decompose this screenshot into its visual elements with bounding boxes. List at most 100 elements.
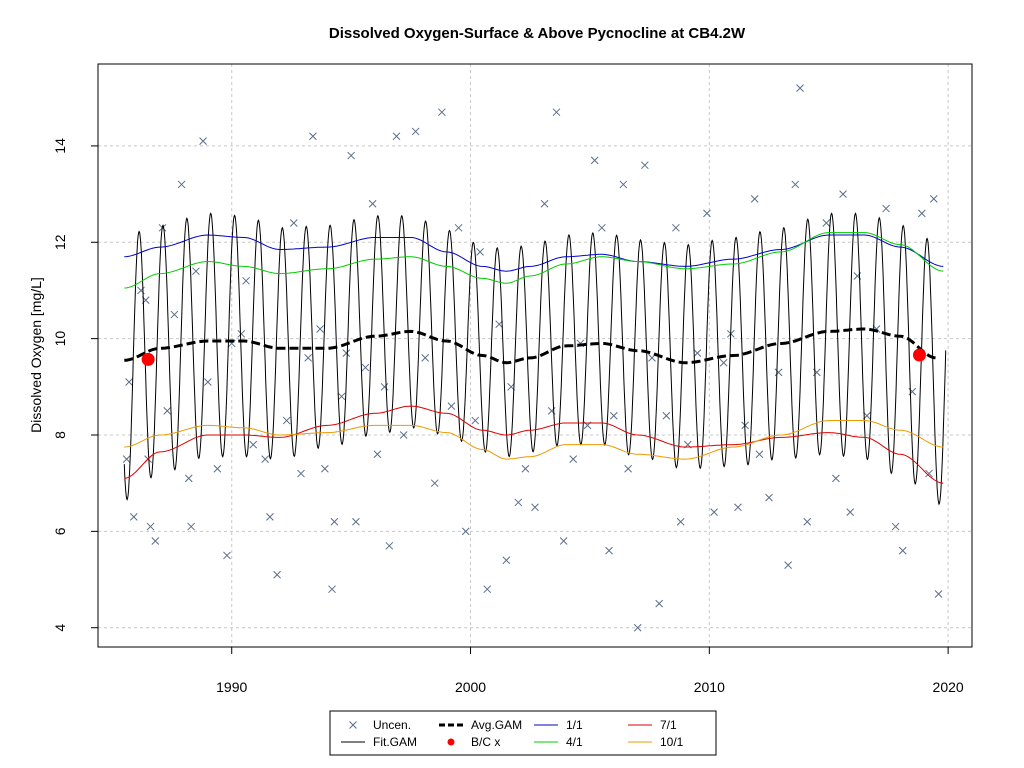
uncensored-point-101 <box>839 190 847 198</box>
series-line-71 <box>124 405 944 484</box>
uncensored-point-12 <box>184 474 193 483</box>
uncensored-point-78 <box>655 599 664 608</box>
uncensored-point-54 <box>476 248 484 256</box>
axes: 1990 2000 2010 2020 4 6 8 10 12 14 <box>52 138 964 695</box>
legend-label-7: 10/1 <box>660 735 684 749</box>
uncensored-point-13 <box>187 522 195 531</box>
uncensored-point-17 <box>213 464 222 473</box>
uncensored-point-1 <box>125 378 133 386</box>
uncensored-point-56 <box>495 320 504 329</box>
legend-label-2: 1/1 <box>566 718 583 732</box>
uncensored-point-28 <box>297 469 305 478</box>
uncensored-point-62 <box>540 199 549 208</box>
uncensored-point-93 <box>774 368 783 377</box>
uncensored-point-7 <box>151 537 160 545</box>
x-tick-label-0: 1990 <box>216 679 247 695</box>
y-tick-label-1: 6 <box>52 527 68 535</box>
uncensored-point-110 <box>917 209 926 218</box>
uncensored-point-41 <box>373 450 382 459</box>
uncensored-point-81 <box>676 517 685 526</box>
uncensored-point-74 <box>624 464 632 473</box>
uncensored-point-92 <box>765 493 773 502</box>
uncensored-point-33 <box>328 585 336 594</box>
legend: Uncen. Avg.GAM 1/1 7/1 Fit.GAM B/C x 4/1 10/1 <box>329 710 717 756</box>
uncensored-point-69 <box>590 156 599 165</box>
uncensored-point-23 <box>261 455 270 463</box>
uncensored-point-40 <box>368 199 377 208</box>
y-tick-label-2: 8 <box>52 431 68 439</box>
uncensored-point-24 <box>266 513 274 521</box>
uncensored-point-108 <box>898 546 907 555</box>
uncensored-point-86 <box>719 358 728 367</box>
x-tick-label-1: 2000 <box>455 679 486 695</box>
uncensored-point-11 <box>177 180 186 189</box>
bc-point-0 <box>141 352 155 366</box>
uncensored-point-55 <box>483 585 492 594</box>
uncensored-point-46 <box>411 127 420 136</box>
uncensored-point-48 <box>430 479 439 488</box>
uncensored-point-61 <box>531 503 539 512</box>
uncensored-point-45 <box>399 431 408 439</box>
uncensored-point-42 <box>380 382 389 391</box>
uncensored-point-35 <box>337 392 346 401</box>
legend-label-3: 7/1 <box>660 718 677 732</box>
y-tick-label-3: 10 <box>52 331 68 347</box>
uncensored-point-39 <box>361 363 370 372</box>
uncensored-point-95 <box>791 180 800 189</box>
uncensored-point-6 <box>146 522 155 531</box>
uncensored-point-29 <box>304 354 312 362</box>
legend-symbol-5 <box>447 738 455 746</box>
uncensored-point-106 <box>882 204 890 213</box>
legend-box <box>329 710 717 756</box>
uncensored-point-57 <box>502 556 511 565</box>
uncensored-point-71 <box>605 546 613 555</box>
uncensored-point-94 <box>784 561 792 569</box>
uncensored-point-2 <box>129 513 138 521</box>
uncensored-point-0 <box>122 455 131 463</box>
uncensored-point-65 <box>559 537 568 545</box>
uncensored-point-34 <box>330 517 339 526</box>
uncensored-point-64 <box>552 108 561 117</box>
uncensored-point-43 <box>385 541 394 550</box>
uncensored-point-75 <box>633 623 642 632</box>
legend-label-6: 4/1 <box>566 735 583 749</box>
series-line-11 <box>124 234 944 272</box>
legend-label-0: Uncen. <box>373 718 411 732</box>
uncensored-point-97 <box>803 517 812 526</box>
uncensored-point-111 <box>925 469 933 478</box>
x-tick-label-2: 2010 <box>694 679 725 695</box>
uncensored-point-96 <box>796 84 804 92</box>
x-tick-label-3: 2020 <box>933 679 964 695</box>
uncensored-point-112 <box>929 195 938 203</box>
uncensored-point-20 <box>237 329 246 338</box>
uncensored-point-31 <box>316 325 324 333</box>
uncensored-point-85 <box>710 508 718 516</box>
legend-label-1: Avg.GAM <box>471 718 522 732</box>
uncensored-point-73 <box>619 180 628 189</box>
uncensored-point-52 <box>461 527 470 536</box>
y-tick-label-0: 4 <box>52 624 68 632</box>
uncensored-point-59 <box>514 498 523 507</box>
uncensored-point-100 <box>832 474 840 483</box>
uncensored-point-70 <box>598 223 606 232</box>
legend-label-4: Fit.GAM <box>373 735 417 749</box>
uncensored-point-30 <box>309 132 317 141</box>
uncensored-point-90 <box>750 195 759 203</box>
uncensored-point-60 <box>521 464 530 473</box>
uncensored-point-37 <box>347 151 355 160</box>
legend-symbol-0 <box>349 721 357 729</box>
uncensored-point-83 <box>693 349 702 357</box>
uncensored-point-44 <box>392 132 401 141</box>
bc-points <box>141 348 926 366</box>
uncensored-point-25 <box>273 570 281 579</box>
uncensored-point-47 <box>421 354 430 362</box>
uncensored-point-22 <box>249 440 258 449</box>
series-line-avggam <box>124 327 937 365</box>
grid-lines <box>98 64 972 647</box>
series-line-101 <box>124 420 944 460</box>
uncensored-point-53 <box>471 416 480 425</box>
y-tick-label-4: 12 <box>52 234 68 250</box>
uncensored-point-72 <box>609 411 618 420</box>
uncensored-point-32 <box>321 464 329 473</box>
